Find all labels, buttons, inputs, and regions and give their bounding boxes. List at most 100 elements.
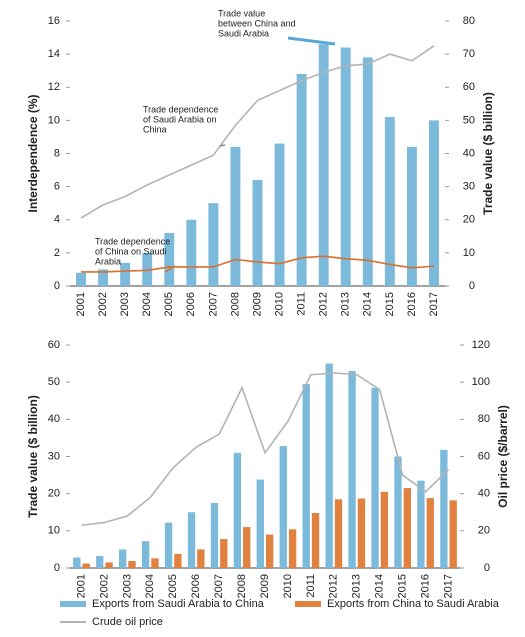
x-tick-label: 2017	[428, 292, 440, 316]
y2-axis-title: Oil price ($/barrel)	[496, 405, 510, 508]
y2-tick-label: 20	[463, 214, 475, 226]
bar	[142, 541, 149, 568]
x-tick-label: 2008	[229, 292, 241, 316]
bar	[348, 371, 355, 568]
y2-tick-label: 80	[463, 15, 475, 27]
bar	[385, 117, 395, 286]
bar	[440, 450, 447, 568]
bar	[280, 446, 287, 568]
y-tick-label: 20	[48, 488, 60, 500]
x-tick-label: 2011	[296, 292, 308, 316]
x-tick-label: 2012	[328, 574, 340, 598]
x-tick-label: 2001	[75, 292, 87, 316]
bar	[197, 549, 204, 568]
bar	[128, 561, 135, 568]
x-tick-label: 2003	[121, 574, 133, 598]
y-tick-label: 16	[48, 15, 60, 27]
y-tick-label: 50	[48, 376, 60, 388]
x-tick-label: 2006	[190, 574, 202, 598]
bar	[151, 558, 158, 568]
y2-tick-label: 40	[478, 488, 490, 500]
bar	[174, 554, 181, 568]
figure: 024681012141601020304050607080Interdepen…	[0, 0, 525, 637]
bar	[211, 503, 218, 568]
legend-label: Exports from Saudi Arabia to China	[92, 598, 265, 610]
bar	[358, 498, 365, 568]
legend-swatch	[295, 601, 321, 607]
bar	[394, 457, 401, 569]
bar	[427, 498, 434, 568]
y-tick-label: 40	[48, 413, 60, 425]
x-tick-label: 2014	[362, 292, 374, 316]
bar	[297, 74, 307, 286]
x-tick-label: 2008	[236, 574, 248, 598]
bar	[96, 556, 103, 568]
y2-axis-title: Trade value ($ billion)	[481, 92, 495, 215]
bar	[381, 492, 388, 568]
bar	[105, 562, 112, 568]
bar	[257, 480, 264, 568]
x-tick-label: 2013	[340, 292, 352, 316]
annotation: Arabia	[95, 256, 121, 266]
y2-tick-label: 60	[478, 450, 490, 462]
y2-tick-label: 40	[463, 147, 475, 159]
bar	[230, 147, 240, 286]
bar	[220, 539, 227, 568]
bar	[319, 44, 329, 286]
bar	[165, 523, 172, 568]
y-tick-label: 8	[54, 147, 60, 159]
x-tick-label: 2015	[384, 292, 396, 316]
line	[81, 373, 448, 525]
y-tick-label: 10	[48, 114, 60, 126]
legend-label: Crude oil price	[92, 616, 163, 628]
bar	[303, 384, 310, 568]
y-tick-label: 4	[54, 214, 60, 226]
y-axis-title: Interdependence (%)	[26, 94, 40, 212]
bar	[119, 549, 126, 568]
y-tick-label: 2	[54, 247, 60, 259]
x-tick-label: 2007	[207, 292, 219, 316]
bar	[325, 364, 332, 568]
y-tick-label: 30	[48, 450, 60, 462]
bar	[404, 488, 411, 568]
bar	[363, 57, 373, 286]
legend-swatch	[60, 601, 86, 607]
bar	[82, 564, 89, 568]
x-tick-label: 2009	[259, 574, 271, 598]
x-tick-label: 2016	[419, 574, 431, 598]
y2-tick-label: 20	[478, 525, 490, 537]
x-tick-label: 2010	[273, 292, 285, 316]
annotation: Trade dependence	[143, 104, 218, 114]
y-tick-label: 6	[54, 181, 60, 193]
bar	[243, 527, 250, 568]
x-tick-label: 2016	[406, 292, 418, 316]
y-axis-title: Trade value ($ billion)	[26, 395, 40, 518]
x-tick-label: 2003	[119, 292, 131, 316]
y-tick-label: 0	[54, 562, 60, 574]
bar	[429, 120, 439, 286]
x-tick-label: 2015	[397, 574, 409, 598]
annotation: of China on Saudi	[95, 246, 167, 256]
x-tick-label: 2005	[163, 292, 175, 316]
bar	[335, 499, 342, 568]
x-tick-label: 2006	[185, 292, 197, 316]
y2-tick-label: 80	[478, 413, 490, 425]
bar	[208, 203, 218, 286]
x-tick-label: 2009	[251, 292, 263, 316]
x-tick-label: 2005	[167, 574, 179, 598]
bar	[120, 263, 130, 286]
x-tick-label: 2002	[97, 292, 109, 316]
annotation: China	[143, 124, 167, 134]
x-tick-label: 2004	[144, 574, 156, 598]
y-tick-label: 0	[54, 280, 60, 292]
bar	[341, 48, 351, 287]
y2-tick-label: 100	[472, 376, 490, 388]
y2-tick-label: 0	[469, 280, 475, 292]
bar	[73, 558, 80, 568]
y2-tick-label: 70	[463, 48, 475, 60]
annotation: Saudi Arabia	[218, 28, 269, 38]
y2-tick-label: 120	[472, 339, 490, 351]
y-tick-label: 10	[48, 525, 60, 537]
x-tick-label: 2010	[282, 574, 294, 598]
x-tick-label: 2011	[305, 574, 317, 598]
